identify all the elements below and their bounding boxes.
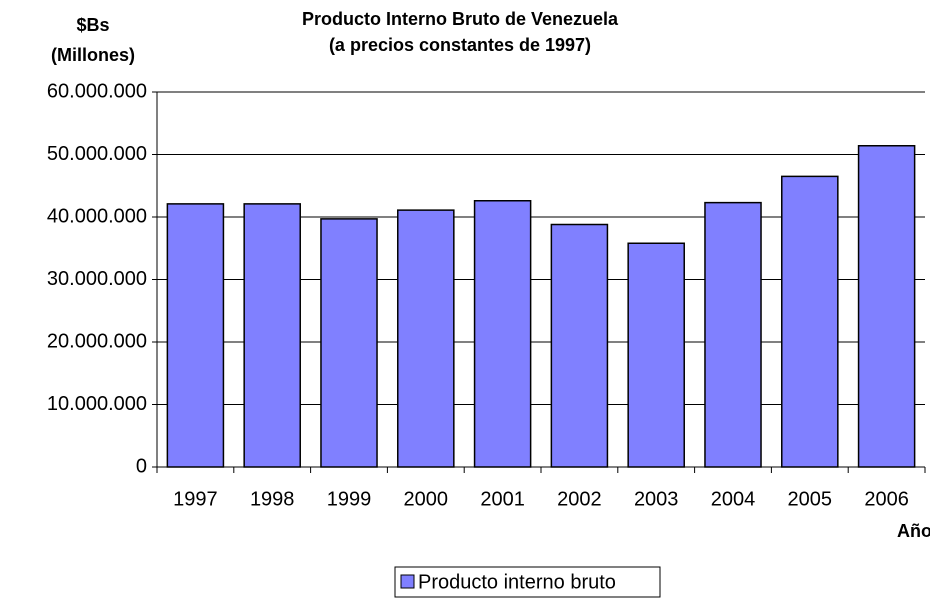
x-axis-label: Año xyxy=(897,521,930,541)
y-tick-label: 10.000.000 xyxy=(47,393,147,415)
y-axis-label: $Bs xyxy=(76,15,109,35)
x-tick-label: 2001 xyxy=(480,488,525,510)
y-axis-label: (Millones) xyxy=(51,45,135,65)
y-tick-label: 50.000.000 xyxy=(47,143,147,165)
legend-frame xyxy=(394,566,661,598)
bar xyxy=(473,200,532,468)
bar xyxy=(550,223,609,468)
x-tick-label: 2005 xyxy=(788,488,833,510)
chart-title: Producto Interno Bruto de Venezuela xyxy=(302,9,619,29)
legend-swatch xyxy=(400,574,415,589)
bar xyxy=(320,218,378,468)
bar xyxy=(397,209,455,468)
x-tick-label: 2003 xyxy=(634,488,679,510)
x-tick-label: 2004 xyxy=(711,488,756,510)
bar xyxy=(781,175,839,468)
x-tick-label: 2002 xyxy=(557,488,602,510)
x-tick-label: 1999 xyxy=(327,488,372,510)
bar xyxy=(166,203,225,468)
y-tick-label: 0 xyxy=(136,455,147,477)
x-tick-label: 1997 xyxy=(173,488,218,510)
bar xyxy=(627,242,685,468)
chart-subtitle: (a precios constantes de 1997) xyxy=(329,35,591,55)
y-tick-label: 40.000.000 xyxy=(47,205,147,227)
bar xyxy=(857,145,916,468)
x-tick-label: 1998 xyxy=(250,488,295,510)
legend-label: Producto interno bruto xyxy=(418,571,616,593)
y-tick-label: 20.000.000 xyxy=(47,330,147,352)
y-tick-label: 60.000.000 xyxy=(47,80,147,102)
y-tick-label: 30.000.000 xyxy=(47,268,147,290)
bar xyxy=(704,201,762,468)
x-tick-label: 2000 xyxy=(404,488,449,510)
x-tick-label: 2006 xyxy=(864,488,909,510)
bar xyxy=(243,203,301,468)
